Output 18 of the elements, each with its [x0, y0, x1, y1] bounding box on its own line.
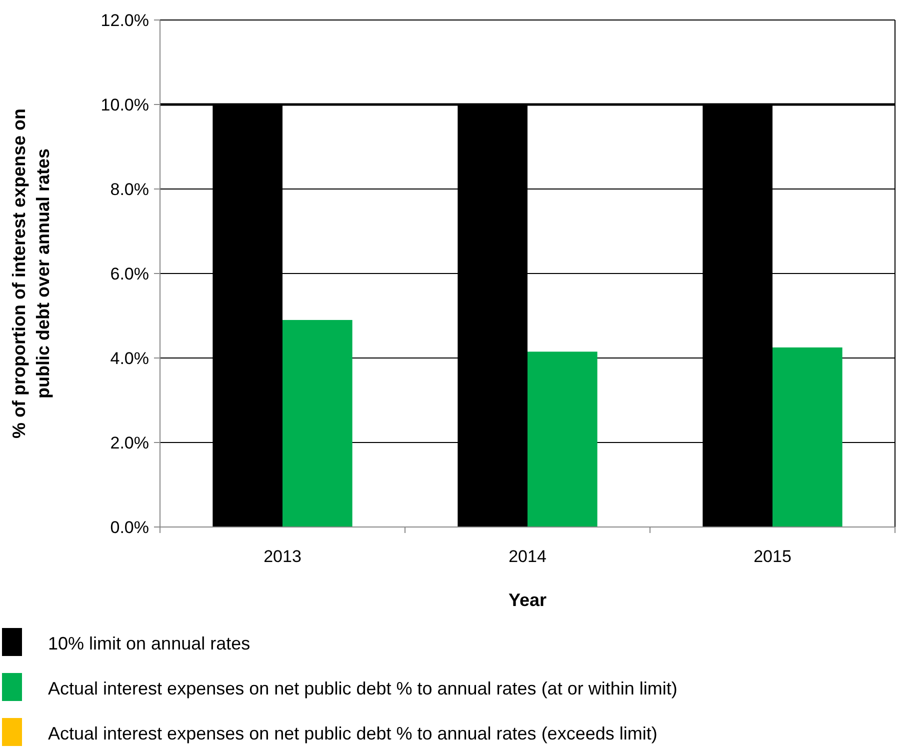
y-tick-label: 12.0%	[100, 10, 149, 30]
legend-label: 10% limit on annual rates	[48, 633, 250, 654]
y-tick-label: 10.0%	[100, 95, 149, 114]
y-tick-label: 0.0%	[110, 518, 149, 537]
y-axis-title: % of proportion of interest expense on public debt over annual rates	[9, 108, 53, 439]
bar	[528, 352, 598, 527]
legend-label: Actual interest expenses on net public debt % to annual rates (at or within limit)	[48, 678, 678, 698]
y-tick-label: 2.0%	[110, 433, 149, 452]
y-tick-label: 8.0%	[110, 180, 149, 199]
bar	[282, 320, 352, 527]
legend-label: Actual interest expenses on net public debt % to annual rates (exceeds limit)	[48, 723, 658, 744]
y-tick-label: 4.0%	[110, 348, 149, 368]
x-axis-title: Year	[508, 590, 547, 610]
y-tick-label: 6.0%	[110, 264, 149, 284]
x-tick-label: 2014	[508, 547, 546, 566]
x-tick-label: 2013	[264, 547, 302, 566]
bar	[772, 347, 842, 527]
x-tick-label: 2015	[754, 547, 792, 566]
